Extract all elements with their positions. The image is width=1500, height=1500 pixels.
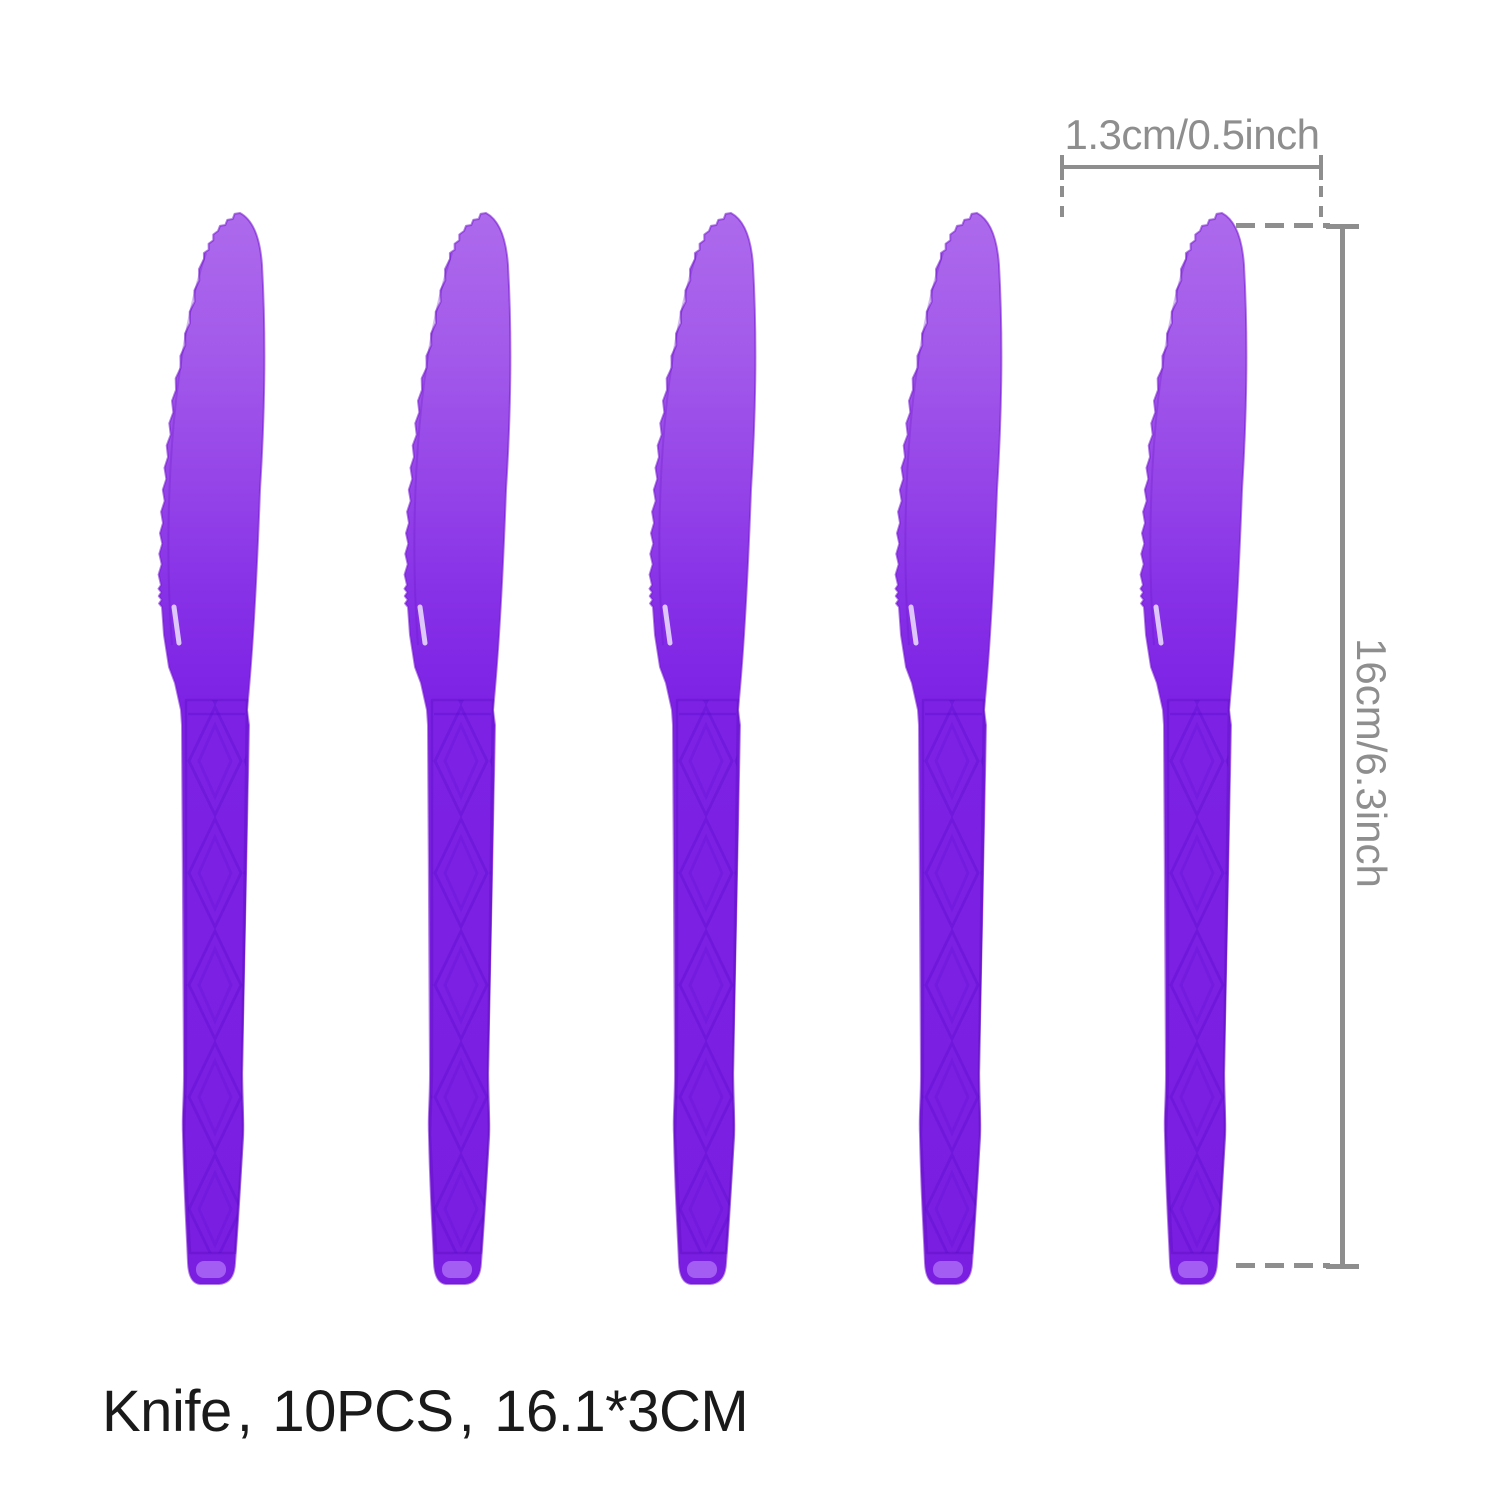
knife-shape	[1141, 213, 1247, 1284]
length-line-cap-bottom	[1326, 1264, 1359, 1269]
ideographic-comma: ,	[458, 1379, 475, 1444]
knife-shape	[650, 213, 756, 1284]
length-dimension-label: 16cm/6.3inch	[1348, 638, 1395, 888]
width-guide-dashed-left	[1060, 186, 1064, 219]
knife-shape	[159, 213, 265, 1284]
knife-shape	[405, 213, 511, 1284]
length-line-cap-top	[1326, 224, 1359, 229]
length-dimension-line	[1340, 224, 1345, 1269]
ideographic-comma: ,	[236, 1379, 253, 1444]
width-tick-right	[1319, 155, 1323, 180]
length-extension-dash-bottom	[1236, 1263, 1330, 1268]
knife-image	[885, 205, 1035, 1295]
knife-shape	[896, 213, 1002, 1284]
knife-image	[148, 205, 298, 1295]
width-guide-dashed-right	[1319, 186, 1323, 219]
width-dimension-line	[1061, 165, 1322, 169]
product-caption: Knife, 10PCS, 16.1*3CM	[102, 1379, 749, 1444]
knife-image	[394, 205, 544, 1295]
length-extension-dash-top	[1236, 223, 1330, 228]
knife-image	[639, 205, 789, 1295]
width-dimension-label: 1.3cm/0.5inch	[1064, 111, 1320, 158]
knife-image	[1130, 205, 1280, 1295]
width-tick-left	[1060, 155, 1064, 180]
